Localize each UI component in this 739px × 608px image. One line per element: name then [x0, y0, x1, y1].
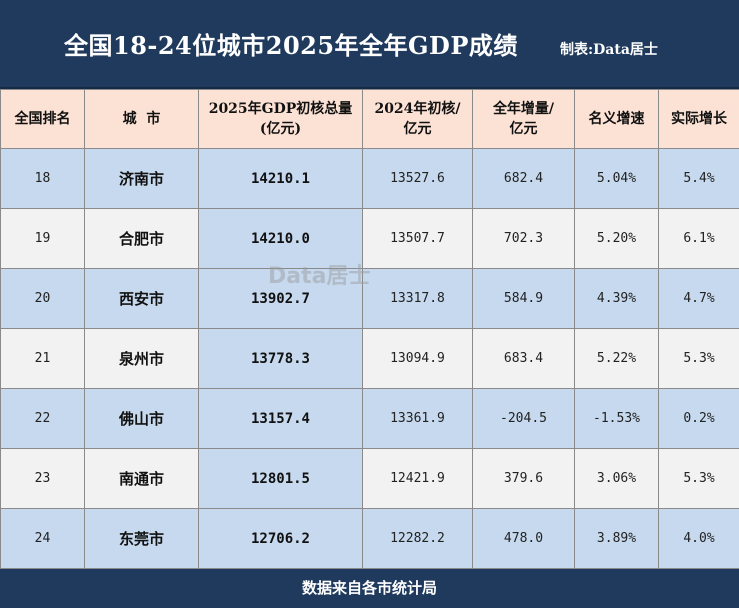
cell-gdp-2024: 12421.9 — [362, 448, 473, 509]
cell-gdp-2025: 12801.5 — [198, 448, 363, 509]
column-header-gdp-2024: 2024年初核/亿元 — [362, 89, 473, 149]
cell-nominal-growth: 5.22% — [574, 328, 659, 389]
cell-gdp-2024: 13361.9 — [362, 388, 473, 449]
cell-rank: 24 — [0, 508, 85, 569]
cell-real-growth: 4.7% — [658, 268, 739, 329]
table-row: 18 济南市 14210.1 13527.6 682.4 5.04% 5.4% — [0, 148, 739, 209]
cell-nominal-growth: 3.06% — [574, 448, 659, 509]
table-row: 22 佛山市 13157.4 13361.9 -204.5 -1.53% 0.2… — [0, 388, 739, 449]
column-header-city: 城 市 — [84, 89, 199, 149]
cell-increase: 683.4 — [472, 328, 575, 389]
footer-source: 数据来自各市统计局 — [0, 569, 739, 608]
cell-real-growth: 5.3% — [658, 328, 739, 389]
cell-gdp-2024: 13527.6 — [362, 148, 473, 209]
column-header-real-growth: 实际增长 — [658, 89, 739, 149]
column-header-gdp-2025: 2025年GDP初核总量 (亿元) — [198, 89, 363, 149]
column-header-increase: 全年增量/亿元 — [472, 89, 575, 149]
cell-real-growth: 4.0% — [658, 508, 739, 569]
cell-gdp-2025: 14210.1 — [198, 148, 363, 209]
cell-rank: 23 — [0, 448, 85, 509]
cell-gdp-2025: 12706.2 — [198, 508, 363, 569]
column-header-nominal-growth: 名义增速 — [574, 89, 659, 149]
cell-gdp-2024: 12282.2 — [362, 508, 473, 569]
cell-gdp-2025: 13157.4 — [198, 388, 363, 449]
cell-gdp-2025: 13778.3 — [198, 328, 363, 389]
credit-label: 制表:Data居士 — [560, 42, 658, 58]
cell-rank: 21 — [0, 328, 85, 389]
cell-nominal-growth: -1.53% — [574, 388, 659, 449]
cell-rank: 18 — [0, 148, 85, 209]
cell-rank: 19 — [0, 208, 85, 269]
cell-gdp-2025: 14210.0 — [198, 208, 363, 269]
table-row: 20 西安市 13902.7 13317.8 584.9 4.39% 4.7% — [0, 268, 739, 329]
cell-increase: 478.0 — [472, 508, 575, 569]
cell-nominal-growth: 3.89% — [574, 508, 659, 569]
gdp-table: 全国排名 城 市 2025年GDP初核总量 (亿元) 2024年初核/亿元 全年增… — [0, 89, 739, 569]
cell-city: 东莞市 — [84, 508, 199, 569]
cell-nominal-growth: 5.04% — [574, 148, 659, 209]
cell-real-growth: 5.4% — [658, 148, 739, 209]
cell-city: 西安市 — [84, 268, 199, 329]
cell-nominal-growth: 4.39% — [574, 268, 659, 329]
table-row: 23 南通市 12801.5 12421.9 379.6 3.06% 5.3% — [0, 448, 739, 509]
cell-rank: 20 — [0, 268, 85, 329]
cell-gdp-2024: 13317.8 — [362, 268, 473, 329]
cell-nominal-growth: 5.20% — [574, 208, 659, 269]
cell-city: 佛山市 — [84, 388, 199, 449]
cell-city: 泉州市 — [84, 328, 199, 389]
column-header-rank: 全国排名 — [0, 89, 85, 149]
table-row: 24 东莞市 12706.2 12282.2 478.0 3.89% 4.0% — [0, 508, 739, 569]
cell-increase: 584.9 — [472, 268, 575, 329]
cell-real-growth: 6.1% — [658, 208, 739, 269]
cell-gdp-2024: 13507.7 — [362, 208, 473, 269]
table-row: 21 泉州市 13778.3 13094.9 683.4 5.22% 5.3% — [0, 328, 739, 389]
cell-real-growth: 5.3% — [658, 448, 739, 509]
cell-increase: 379.6 — [472, 448, 575, 509]
cell-gdp-2025: 13902.7 — [198, 268, 363, 329]
cell-increase: 682.4 — [472, 148, 575, 209]
cell-city: 济南市 — [84, 148, 199, 209]
cell-gdp-2024: 13094.9 — [362, 328, 473, 389]
cell-city: 南通市 — [84, 448, 199, 509]
cell-increase: -204.5 — [472, 388, 575, 449]
cell-increase: 702.3 — [472, 208, 575, 269]
cell-city: 合肥市 — [84, 208, 199, 269]
title-bar: 全国18-24位城市2025年全年GDP成绩 制表:Data居士 — [0, 0, 739, 89]
table-row: 19 合肥市 14210.0 13507.7 702.3 5.20% 6.1% — [0, 208, 739, 269]
cell-rank: 22 — [0, 388, 85, 449]
cell-real-growth: 0.2% — [658, 388, 739, 449]
page-title: 全国18-24位城市2025年全年GDP成绩 — [64, 31, 518, 60]
table-header-row: 全国排名 城 市 2025年GDP初核总量 (亿元) 2024年初核/亿元 全年增… — [0, 89, 739, 149]
